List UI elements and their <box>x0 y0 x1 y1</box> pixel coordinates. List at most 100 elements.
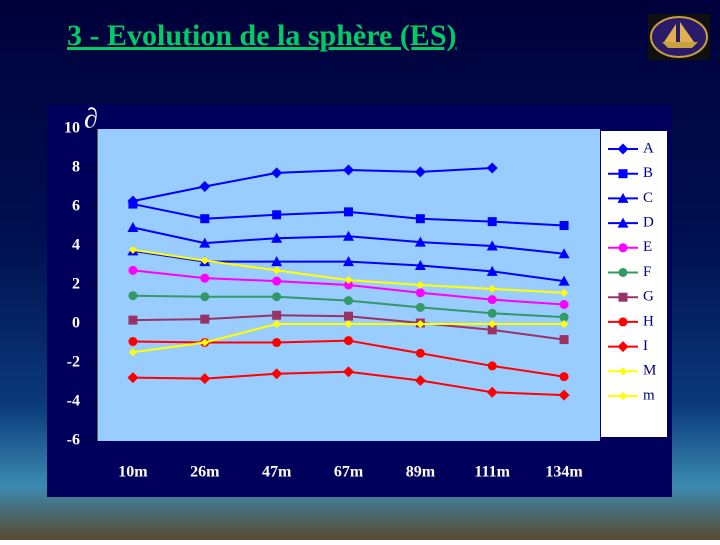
logo-disc <box>650 16 708 58</box>
data-point <box>558 248 570 259</box>
legend-label: M <box>643 363 656 379</box>
data-point <box>343 366 354 378</box>
legend-marker <box>618 292 628 302</box>
legend-marker <box>617 143 629 155</box>
data-point <box>488 284 497 293</box>
legend-label: I <box>643 338 648 354</box>
data-point <box>415 288 425 298</box>
data-point <box>127 372 139 384</box>
legend-marker <box>618 243 628 253</box>
legend-label: A <box>643 140 654 156</box>
data-point <box>127 221 139 232</box>
data-point <box>416 320 425 328</box>
data-point <box>486 386 498 398</box>
data-point <box>128 348 137 357</box>
x-tick-label: 26m <box>190 464 220 481</box>
data-point <box>344 320 353 328</box>
data-point <box>344 336 353 346</box>
data-point <box>271 232 283 243</box>
y-tick-label: 10 <box>64 120 80 137</box>
data-point <box>487 361 497 371</box>
y-tick-label: 2 <box>72 276 80 293</box>
data-point <box>272 292 282 302</box>
data-point <box>199 237 211 248</box>
data-point <box>344 280 353 290</box>
data-point <box>560 320 569 328</box>
x-tick-label: 47m <box>262 464 292 481</box>
data-point <box>271 167 283 179</box>
data-point <box>487 295 497 305</box>
data-point <box>488 320 497 328</box>
data-point <box>272 276 282 286</box>
data-point <box>344 296 353 306</box>
y-tick-label: -2 <box>67 354 80 371</box>
data-point <box>415 348 425 358</box>
legend-label: G <box>643 289 654 305</box>
series-line <box>132 167 493 203</box>
x-tick-label: 111m <box>474 464 510 481</box>
legend-marker <box>619 392 627 400</box>
y-tick-label: 0 <box>72 315 80 332</box>
data-point <box>128 291 138 301</box>
data-point <box>558 389 570 401</box>
legend-label: B <box>643 165 653 181</box>
x-tick-label: 67m <box>334 464 364 481</box>
legend-marker <box>617 217 629 228</box>
data-point <box>271 368 283 380</box>
legend-marker <box>617 192 629 203</box>
data-point <box>415 302 425 312</box>
data-point <box>414 236 426 247</box>
data-point <box>487 217 497 227</box>
data-point <box>559 312 569 322</box>
legend-marker <box>618 169 628 179</box>
legend-marker <box>617 341 629 353</box>
data-point <box>200 214 210 224</box>
logo <box>648 14 710 60</box>
data-point <box>343 256 354 267</box>
data-point <box>344 276 353 285</box>
legend-marker <box>619 367 627 376</box>
y-tick-label: -6 <box>67 432 80 449</box>
logo-sails <box>664 22 694 42</box>
legend-marker <box>618 317 628 327</box>
data-point <box>200 314 210 324</box>
data-point <box>199 373 211 385</box>
data-point <box>200 338 209 347</box>
chart-title: 3 - Evolution de la sphère (ES) <box>67 19 457 52</box>
legend-label: F <box>643 264 651 280</box>
data-point <box>271 256 283 267</box>
x-tick-label: 10m <box>118 464 148 481</box>
y-tick-label: 6 <box>72 198 80 215</box>
logo-hull <box>662 42 698 48</box>
data-point <box>200 256 209 265</box>
data-point <box>128 245 137 254</box>
y-tick-label: 4 <box>72 237 80 254</box>
data-point <box>486 162 498 174</box>
x-tick-label: 134m <box>545 464 583 481</box>
data-point <box>200 273 210 283</box>
data-point <box>416 281 425 289</box>
data-point <box>415 214 425 224</box>
data-point <box>560 288 569 297</box>
data-point <box>128 337 138 347</box>
data-point <box>343 164 354 176</box>
data-point <box>272 210 282 220</box>
legend-label: D <box>643 215 654 231</box>
data-point <box>344 207 353 217</box>
data-point <box>559 221 569 231</box>
data-point <box>272 338 282 348</box>
legend-label: E <box>643 239 652 255</box>
data-point <box>200 292 210 302</box>
y-tick-label: -4 <box>67 393 80 410</box>
data-point <box>344 311 353 321</box>
data-point <box>272 266 281 275</box>
data-point <box>128 315 138 325</box>
data-point <box>486 240 498 251</box>
data-point <box>414 375 426 387</box>
data-point <box>128 199 138 209</box>
legend-label: H <box>643 313 654 329</box>
legend-label: m <box>643 387 655 403</box>
data-point <box>128 265 138 275</box>
